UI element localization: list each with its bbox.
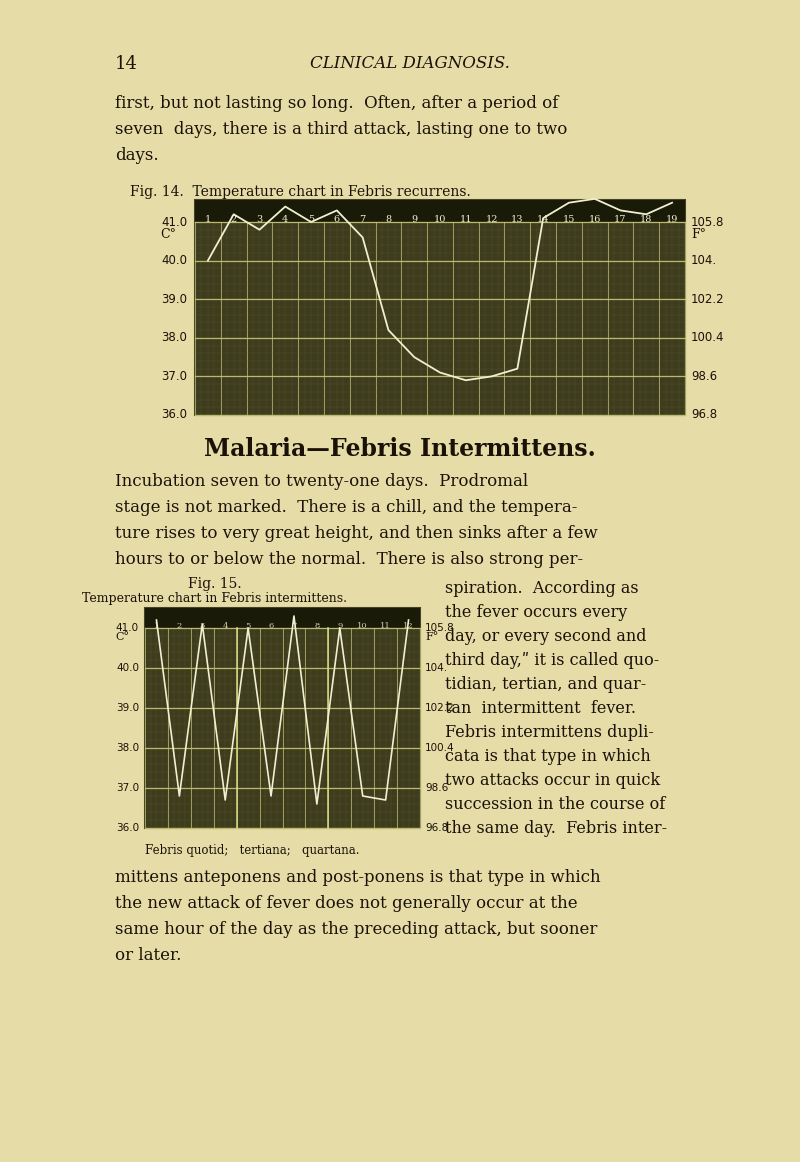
Text: 10: 10 — [434, 215, 446, 224]
Bar — [195, 200, 685, 415]
Text: C°: C° — [115, 632, 129, 641]
Text: 39.0: 39.0 — [116, 703, 139, 713]
Text: or later.: or later. — [115, 947, 182, 964]
Text: the fever occurs every: the fever occurs every — [445, 604, 627, 621]
Text: 38.0: 38.0 — [161, 331, 187, 344]
Text: 100.4: 100.4 — [691, 331, 725, 344]
Text: seven  days, there is a third attack, lasting one to two: seven days, there is a third attack, las… — [115, 121, 567, 138]
Text: third day,ʺ it is called quo-: third day,ʺ it is called quo- — [445, 652, 659, 669]
Text: same hour of the day as the preceding attack, but sooner: same hour of the day as the preceding at… — [115, 921, 598, 938]
Text: 8: 8 — [386, 215, 391, 224]
Text: 96.8: 96.8 — [691, 409, 717, 422]
Text: stage is not marked.  There is a chill, and the tempera-: stage is not marked. There is a chill, a… — [115, 498, 578, 516]
Text: 12: 12 — [486, 215, 498, 224]
Text: 14: 14 — [115, 55, 138, 73]
Text: 2: 2 — [230, 215, 237, 224]
Text: 104.: 104. — [425, 664, 448, 673]
Text: 10: 10 — [358, 622, 368, 630]
Text: the same day.  Febris inter-: the same day. Febris inter- — [445, 820, 667, 837]
Text: hours to or below the normal.  There is also strong per-: hours to or below the normal. There is a… — [115, 551, 583, 568]
Text: 9: 9 — [411, 215, 418, 224]
Text: 17: 17 — [614, 215, 626, 224]
Text: succession in the course of: succession in the course of — [445, 796, 666, 813]
Text: 4: 4 — [282, 215, 288, 224]
Bar — [195, 200, 685, 222]
Text: F°: F° — [425, 632, 438, 641]
Text: 3: 3 — [200, 622, 205, 630]
Text: 6: 6 — [269, 622, 274, 630]
Text: C°: C° — [160, 228, 176, 241]
Text: spiration.  According as: spiration. According as — [445, 580, 638, 597]
Text: 104.: 104. — [691, 254, 717, 267]
Text: day, or every second and: day, or every second and — [445, 627, 646, 645]
Text: Incubation seven to twenty-one days.  Prodromal: Incubation seven to twenty-one days. Pro… — [115, 473, 528, 490]
Text: 8: 8 — [314, 622, 319, 630]
Text: 1: 1 — [154, 622, 159, 630]
Bar — [145, 608, 420, 627]
Bar — [145, 608, 420, 829]
Text: the new attack of fever does not generally occur at the: the new attack of fever does not general… — [115, 895, 578, 912]
Text: 12: 12 — [403, 622, 414, 630]
Text: 96.8: 96.8 — [425, 823, 448, 833]
Text: 5: 5 — [246, 622, 251, 630]
Text: 1: 1 — [205, 215, 211, 224]
Text: first, but not lasting so long.  Often, after a period of: first, but not lasting so long. Often, a… — [115, 95, 558, 112]
Text: 37.0: 37.0 — [161, 370, 187, 383]
Text: 98.6: 98.6 — [691, 370, 717, 383]
Text: Temperature chart in Febris intermittens.: Temperature chart in Febris intermittens… — [82, 591, 347, 605]
Text: 11: 11 — [380, 622, 391, 630]
Text: cata is that type in which: cata is that type in which — [445, 748, 650, 765]
Text: 39.0: 39.0 — [161, 293, 187, 306]
Text: Fig. 15.: Fig. 15. — [188, 578, 242, 591]
Text: 105.8: 105.8 — [425, 623, 454, 633]
Text: 16: 16 — [589, 215, 601, 224]
Text: 14: 14 — [537, 215, 550, 224]
Text: two attacks occur in quick: two attacks occur in quick — [445, 772, 660, 789]
Text: 2: 2 — [177, 622, 182, 630]
Text: Malaria—Febris Intermittens.: Malaria—Febris Intermittens. — [204, 437, 596, 461]
Text: 40.0: 40.0 — [116, 664, 139, 673]
Text: tidian, tertian, and quar-: tidian, tertian, and quar- — [445, 676, 646, 693]
Text: 100.4: 100.4 — [425, 743, 454, 753]
Text: 13: 13 — [511, 215, 524, 224]
Text: Fig. 14.  Temperature chart in Febris recurrens.: Fig. 14. Temperature chart in Febris rec… — [130, 185, 470, 199]
Text: 18: 18 — [640, 215, 653, 224]
Text: 40.0: 40.0 — [161, 254, 187, 267]
Text: 37.0: 37.0 — [116, 783, 139, 792]
Text: F°: F° — [691, 228, 706, 241]
Text: 5: 5 — [308, 215, 314, 224]
Text: Febris quotid;   tertiana;   quartana.: Febris quotid; tertiana; quartana. — [145, 844, 359, 858]
Text: 6: 6 — [334, 215, 340, 224]
Text: mittens anteponens and post-ponens is that type in which: mittens anteponens and post-ponens is th… — [115, 869, 601, 885]
Text: ture rises to very great height, and then sinks after a few: ture rises to very great height, and the… — [115, 525, 598, 541]
Text: 9: 9 — [337, 622, 342, 630]
Text: 7: 7 — [359, 215, 366, 224]
Text: 7: 7 — [291, 622, 297, 630]
Text: days.: days. — [115, 148, 158, 164]
Text: 36.0: 36.0 — [161, 409, 187, 422]
Text: tan  intermittent  fever.: tan intermittent fever. — [445, 700, 636, 717]
Text: 3: 3 — [256, 215, 262, 224]
Text: 36.0: 36.0 — [116, 823, 139, 833]
Text: 41.0: 41.0 — [116, 623, 139, 633]
Text: 105.8: 105.8 — [691, 215, 724, 229]
Text: 4: 4 — [222, 622, 228, 630]
Text: 102.2: 102.2 — [425, 703, 454, 713]
Text: 15: 15 — [562, 215, 575, 224]
Text: 38.0: 38.0 — [116, 743, 139, 753]
Text: 98.6: 98.6 — [425, 783, 448, 792]
Text: 11: 11 — [459, 215, 472, 224]
Text: CLINICAL DIAGNOSIS.: CLINICAL DIAGNOSIS. — [310, 55, 510, 72]
Text: 102.2: 102.2 — [691, 293, 725, 306]
Text: Febris intermittens dupli-: Febris intermittens dupli- — [445, 724, 654, 741]
Text: 19: 19 — [666, 215, 678, 224]
Text: 41.0: 41.0 — [161, 215, 187, 229]
